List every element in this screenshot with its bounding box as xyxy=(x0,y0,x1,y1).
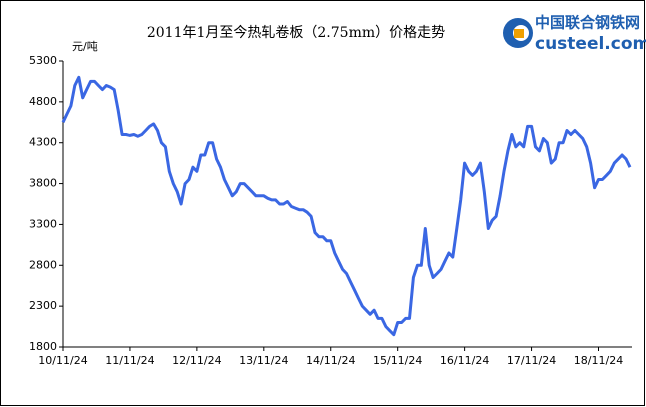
y-tick-label: 5300 xyxy=(29,54,57,67)
x-tick-label: 18/11/24 xyxy=(574,354,623,367)
y-tick-label: 1800 xyxy=(29,340,57,353)
y-tick-label: 2800 xyxy=(29,258,57,271)
y-axis-unit: 元/吨 xyxy=(72,40,98,53)
y-tick-label: 2300 xyxy=(29,299,57,312)
logo-icon xyxy=(514,29,524,38)
x-tick-label: 11/11/24 xyxy=(105,354,154,367)
chart-title: 2011年1月至今热轧卷板（2.75mm）价格走势 xyxy=(147,25,445,41)
x-tick-label: 16/11/24 xyxy=(440,354,489,367)
x-tick-label: 17/11/24 xyxy=(507,354,556,367)
x-tick-label: 15/11/24 xyxy=(373,354,422,367)
y-tick-label: 4300 xyxy=(29,136,57,149)
x-tick-label: 13/11/24 xyxy=(239,354,288,367)
x-tick-label: 12/11/24 xyxy=(172,354,221,367)
logo-site: custeel.com xyxy=(535,34,646,54)
y-tick-label: 3300 xyxy=(29,217,57,230)
logo-name: 中国联合钢铁网 xyxy=(535,14,640,32)
x-tick-label: 14/11/24 xyxy=(306,354,355,367)
logo: 中国联合钢铁网 custeel.com xyxy=(503,14,646,54)
y-tick-label: 3800 xyxy=(29,177,57,190)
x-tick-label: 10/11/24 xyxy=(38,354,87,367)
y-tick-label: 4800 xyxy=(29,95,57,108)
price-line xyxy=(61,75,632,337)
